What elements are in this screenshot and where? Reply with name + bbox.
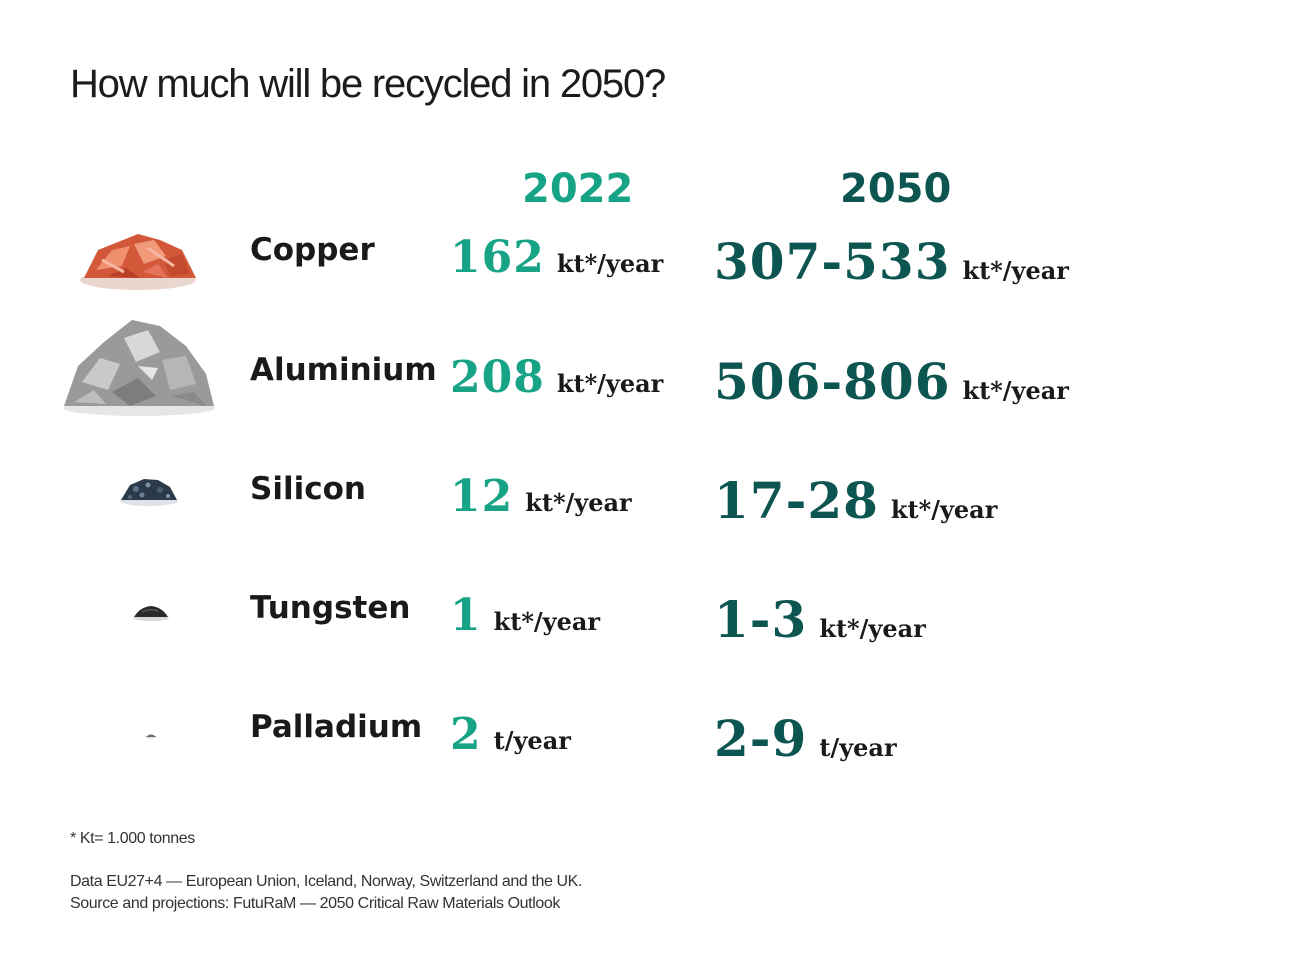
value-2050-unit: kt*/year bbox=[962, 256, 1069, 285]
value-2050: 17-28 kt*/year bbox=[714, 471, 997, 530]
tungsten-pile-icon bbox=[133, 606, 169, 621]
value-2050-number: 1-3 bbox=[714, 590, 808, 649]
column-header-2050: 2050 bbox=[840, 166, 952, 212]
value-2050: 307-533 kt*/year bbox=[714, 232, 1069, 291]
source-line-data: Data EU27+4 — European Union, Iceland, N… bbox=[70, 873, 583, 890]
value-2022-number: 2 bbox=[450, 709, 482, 760]
table-row: Copper 162 kt*/year 307-533 kt*/year bbox=[0, 232, 1300, 312]
silicon-pile-icon bbox=[120, 479, 178, 506]
column-header-2022: 2022 bbox=[522, 166, 634, 212]
value-2022: 162 kt*/year bbox=[450, 232, 663, 283]
value-2022-number: 208 bbox=[450, 352, 545, 403]
material-name: Copper bbox=[250, 232, 375, 268]
value-2022-unit: t/year bbox=[493, 726, 571, 755]
value-2050-number: 307-533 bbox=[714, 232, 951, 291]
value-2050: 1-3 kt*/year bbox=[714, 590, 926, 649]
value-2050-number: 2-9 bbox=[714, 709, 808, 768]
value-2022: 2 t/year bbox=[450, 709, 571, 760]
value-2050: 2-9 t/year bbox=[714, 709, 897, 768]
value-2022-number: 162 bbox=[450, 232, 545, 283]
table-row: Tungsten 1 kt*/year 1-3 kt*/year bbox=[0, 590, 1300, 670]
value-2022-number: 1 bbox=[450, 590, 482, 641]
table-row: Palladium 2 t/year 2-9 t/year bbox=[0, 709, 1300, 789]
value-2050-number: 17-28 bbox=[714, 471, 879, 530]
source-line-projections: Source and projections: FutuRaM — 2050 C… bbox=[70, 895, 560, 912]
value-2050-number: 506-806 bbox=[714, 352, 951, 411]
value-2050: 506-806 kt*/year bbox=[714, 352, 1069, 411]
value-2050-unit: kt*/year bbox=[819, 614, 926, 643]
material-name: Silicon bbox=[250, 471, 366, 507]
value-2050-unit: kt*/year bbox=[962, 376, 1069, 405]
footnote: * Kt= 1.000 tonnes bbox=[70, 830, 195, 847]
value-2022-unit: kt*/year bbox=[556, 249, 664, 278]
copper-pile-icon bbox=[80, 234, 196, 290]
value-2022-unit: kt*/year bbox=[493, 607, 601, 636]
value-2022: 1 kt*/year bbox=[450, 590, 600, 641]
value-2022-unit: kt*/year bbox=[556, 369, 664, 398]
value-2050-unit: kt*/year bbox=[890, 495, 998, 524]
table-row: Silicon 12 kt*/year 17-28 kt*/year bbox=[0, 471, 1300, 551]
palladium-pile-icon bbox=[145, 734, 157, 739]
value-2022: 12 kt*/year bbox=[450, 471, 632, 522]
value-2050-unit: t/year bbox=[819, 733, 897, 762]
page-title: How much will be recycled in 2050? bbox=[70, 62, 666, 106]
table-row: Aluminium 208 kt*/year 506-806 kt*/year bbox=[0, 320, 1300, 432]
value-2022-number: 12 bbox=[450, 471, 514, 522]
material-name: Aluminium bbox=[250, 352, 437, 388]
value-2022-unit: kt*/year bbox=[525, 488, 632, 517]
material-name: Palladium bbox=[250, 709, 423, 745]
material-name: Tungsten bbox=[250, 590, 411, 626]
aluminium-pile-icon bbox=[63, 320, 215, 416]
value-2022: 208 kt*/year bbox=[450, 352, 663, 403]
